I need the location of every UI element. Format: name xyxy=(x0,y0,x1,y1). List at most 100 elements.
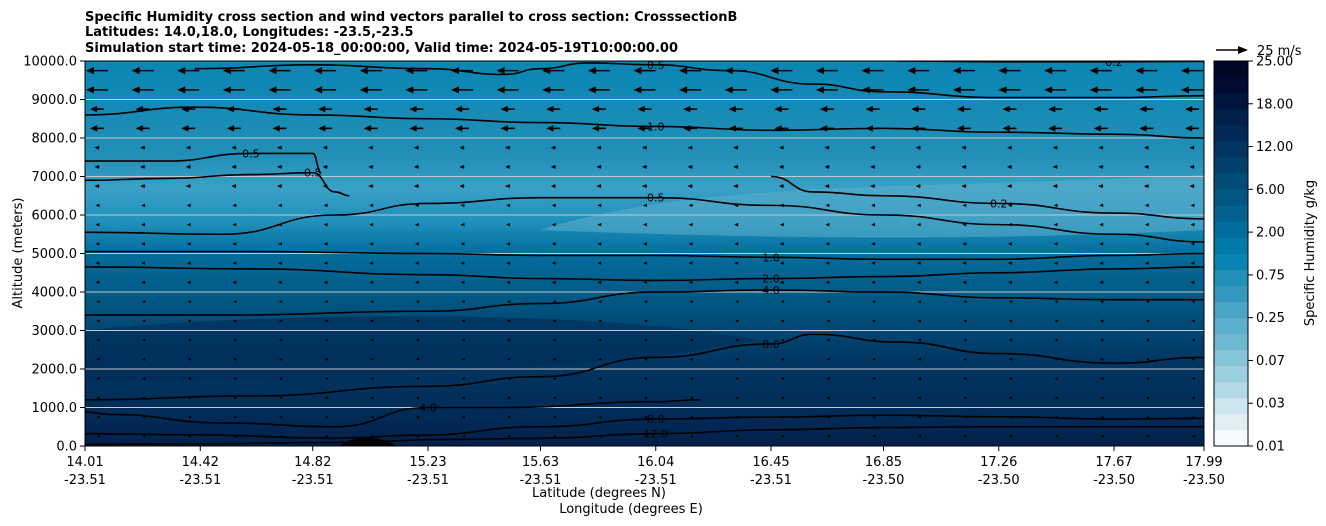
wind-vector-head xyxy=(546,105,554,113)
wind-vector-head xyxy=(277,145,282,150)
wind-vector-head xyxy=(232,222,237,227)
wind-vector-head xyxy=(414,261,419,265)
chart-title-line-2: Latitudes: 14.0,18.0, Longitudes: -23.5,… xyxy=(85,25,414,40)
colorbar-segment xyxy=(1214,109,1248,126)
wind-vector-head xyxy=(962,261,967,265)
wind-vector-head xyxy=(131,86,140,94)
wind-vector-head xyxy=(86,86,94,94)
wind-vector-head xyxy=(1099,261,1104,265)
wind-vector-head xyxy=(915,164,921,169)
wind-vector-head xyxy=(496,86,505,94)
wind-vector-head xyxy=(689,357,693,361)
wind-vector-head xyxy=(233,396,237,400)
plot-area: 12.08.04.08.04.02.01.00.5 0.20.50.51.00.5… xyxy=(85,61,1204,446)
wind-vector-head xyxy=(1099,242,1104,246)
wind-vector-head xyxy=(505,164,510,169)
chart-title-line-3: Simulation start time: 2024-05-18_00:00:… xyxy=(85,41,678,56)
wind-vector-head xyxy=(277,164,282,169)
wind-vector-head xyxy=(1008,377,1013,381)
wind-vector-head xyxy=(825,203,830,208)
wind-vector-head xyxy=(597,203,602,208)
wind-vector-head xyxy=(506,280,511,285)
wind-vector-head xyxy=(324,338,328,342)
colorbar-segment xyxy=(1214,141,1248,158)
colorbar-segment xyxy=(1214,77,1248,94)
wind-vector-head xyxy=(415,300,420,304)
wind-vector-head xyxy=(1008,300,1013,304)
wind-vector-head xyxy=(1145,300,1150,304)
x-tick-label-lat: 17.26 xyxy=(980,455,1017,470)
x-tick-label-lon: -23.51 xyxy=(407,473,449,488)
wind-vector-head xyxy=(324,415,328,419)
wind-vector-head xyxy=(826,357,830,361)
contour-label: 8.0 xyxy=(647,413,665,426)
contour-line xyxy=(85,171,350,197)
wind-vector-head xyxy=(278,338,283,342)
wind-vector-head xyxy=(780,338,785,342)
wind-vector-head xyxy=(186,280,191,285)
wind-vector-head xyxy=(963,396,967,400)
wind-vector-head xyxy=(825,222,830,227)
wind-vector-head xyxy=(1139,105,1147,113)
wind-vector-head xyxy=(962,242,967,246)
wind-vector-head xyxy=(314,86,323,94)
contour-line xyxy=(85,399,701,428)
wind-vector-head xyxy=(872,434,876,438)
wind-vector-head xyxy=(550,145,556,150)
wind-vector-head xyxy=(826,300,830,304)
wind-vector-head xyxy=(1191,300,1195,304)
wind-vector-head xyxy=(1145,377,1150,381)
wind-vector-head xyxy=(222,86,231,94)
wind-vector-head xyxy=(596,164,601,169)
wind-vector-head xyxy=(952,67,961,75)
wind-vector-head xyxy=(1139,125,1147,132)
colorbar-segment xyxy=(1214,237,1248,254)
wind-vector-head xyxy=(591,105,600,113)
wind-vector-head xyxy=(318,105,326,113)
wind-vector-head xyxy=(231,184,236,189)
colorbar-segment xyxy=(1214,349,1248,367)
wind-vector-head xyxy=(369,222,374,227)
y-tick-label: 5000.0 xyxy=(32,247,78,262)
colorbar-segment xyxy=(1214,189,1248,206)
wind-vector-head xyxy=(187,434,192,438)
colorbar-tick-label: 0.25 xyxy=(1256,311,1285,326)
wind-vector-head xyxy=(506,242,511,246)
wind-vector-head xyxy=(94,145,99,150)
wind-vector-head xyxy=(871,300,876,304)
wind-vector-head xyxy=(359,86,368,94)
wind-vector-head xyxy=(1007,145,1012,150)
wind-vector-head xyxy=(917,357,921,361)
wind-vector-head xyxy=(141,261,146,265)
wind-vector-head xyxy=(141,203,146,208)
wind-vector-head xyxy=(1008,396,1013,400)
wind-vector-head xyxy=(413,184,419,189)
x-tick-label-lon: -23.51 xyxy=(750,473,792,488)
y-tick-label: 7000.0 xyxy=(32,170,78,185)
wind-vector-head xyxy=(1191,319,1195,323)
wind-vector-head xyxy=(952,86,961,94)
colorbar-tick-label: 0.07 xyxy=(1256,354,1285,369)
wind-vector-head xyxy=(1008,357,1013,361)
wind-vector-head xyxy=(368,184,373,189)
wind-vector-head xyxy=(552,377,556,381)
wind-vector-head xyxy=(232,261,237,265)
wind-vector-head xyxy=(637,105,645,113)
wind-vector-head xyxy=(861,67,870,75)
wind-vector-head xyxy=(689,338,693,342)
wind-vector-head xyxy=(963,357,967,361)
wind-vector-head xyxy=(824,145,829,150)
wind-vector-head xyxy=(735,357,739,361)
wind-vector-head xyxy=(415,396,420,400)
wind-vector-head xyxy=(278,377,283,381)
wind-vector-head xyxy=(1191,396,1195,400)
wind-vector-head xyxy=(780,319,785,323)
wind-vector-head xyxy=(1054,300,1058,304)
wind-vector-head xyxy=(1008,242,1012,246)
colorbar-segment xyxy=(1214,301,1248,319)
wind-vector-head xyxy=(998,86,1007,94)
wind-vector-head xyxy=(597,242,602,246)
wind-vector-head xyxy=(496,67,505,75)
wind-vector-head xyxy=(459,184,464,189)
wind-vector-head xyxy=(415,357,420,361)
